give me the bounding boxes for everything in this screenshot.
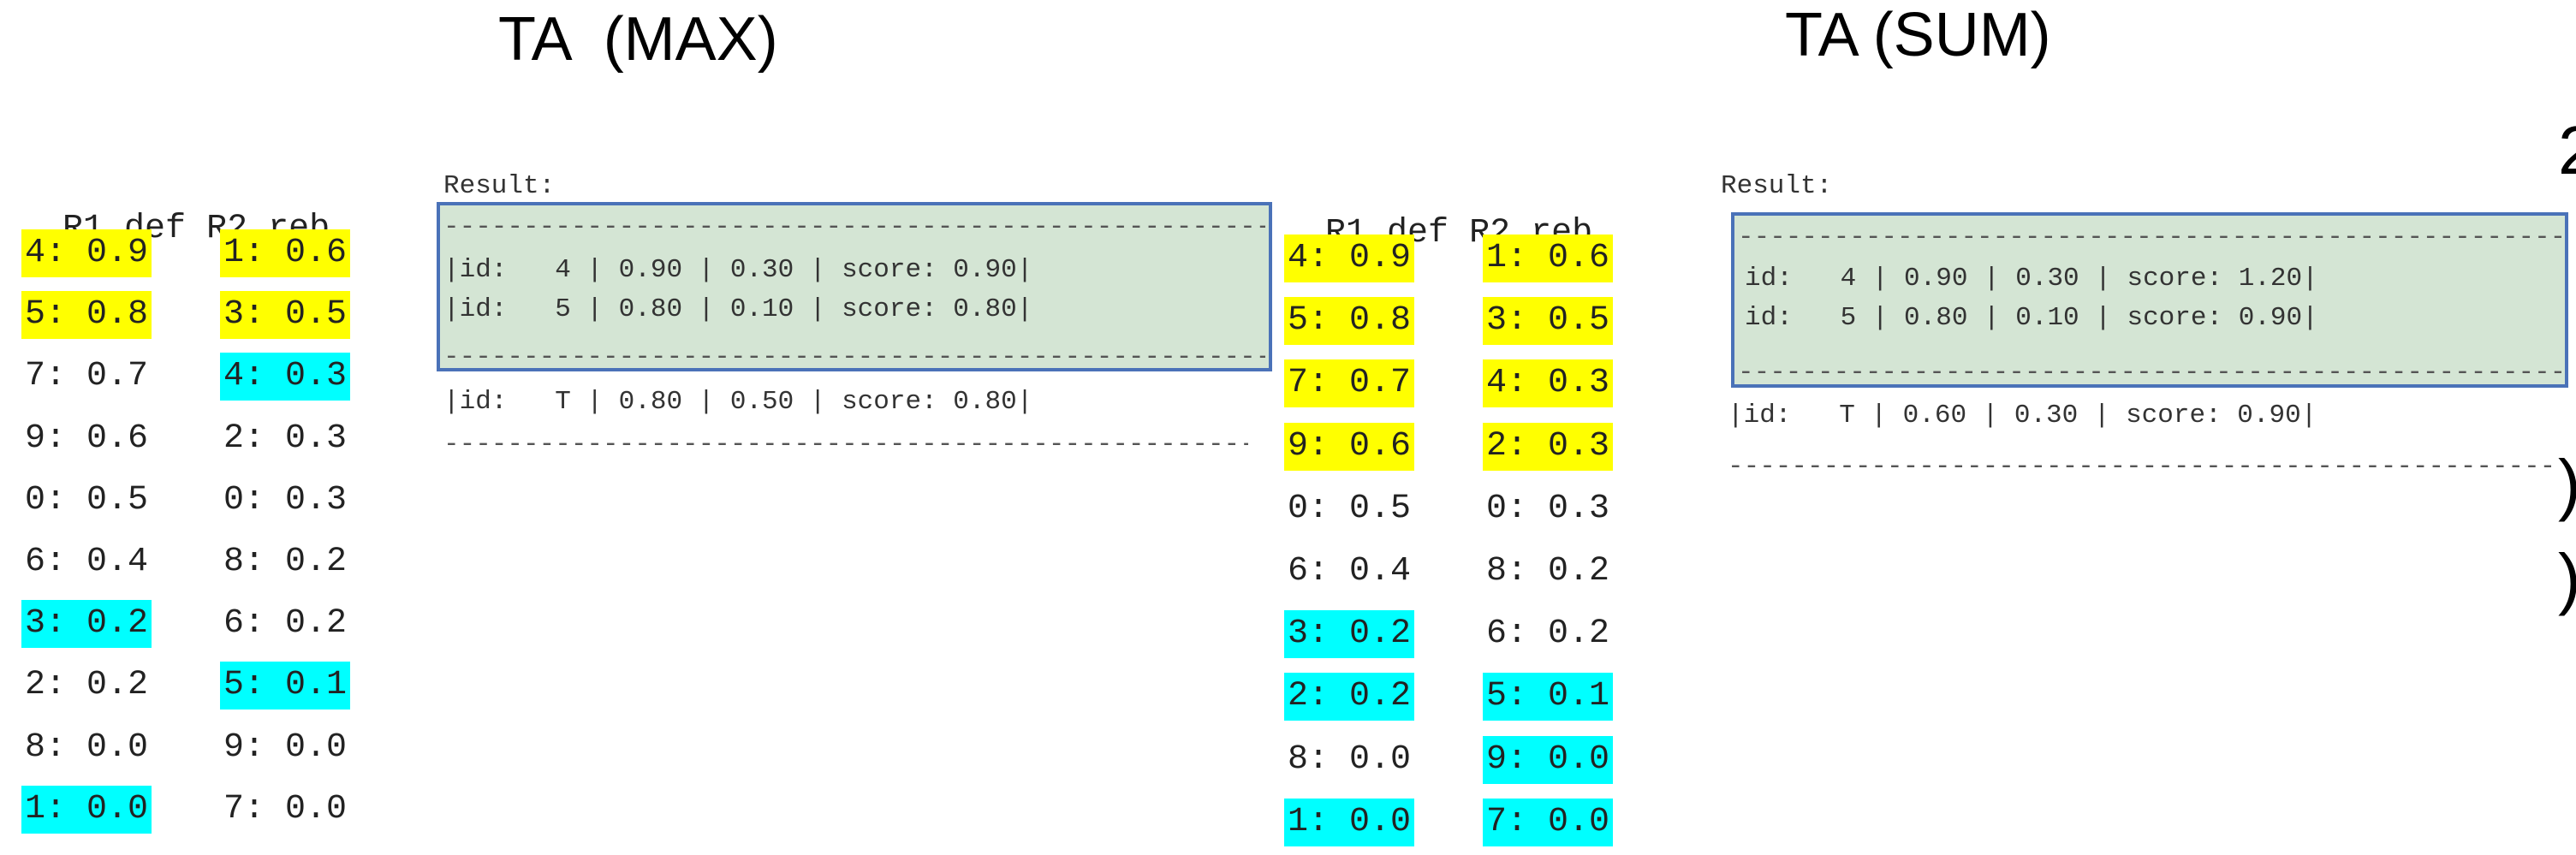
- max-divider-bottom: ----------------------------------------…: [443, 430, 1248, 460]
- r2-reb-entry: 2: 0.3: [1483, 422, 1614, 471]
- r1-def-entry: 6: 0.4: [25, 543, 149, 581]
- r2-reb-entry: 9: 0.0: [1483, 735, 1614, 784]
- r1-def-entry: 3: 0.2: [1284, 610, 1415, 659]
- sum-divider-mid: ----------------------------------------…: [1738, 358, 2561, 388]
- list-row: 8: 0.0 9: 0.0: [25, 724, 402, 772]
- edge-mark: 2: [2558, 111, 2576, 190]
- r1-def-entry: 3: 0.2: [21, 600, 152, 649]
- max-result-label: Result:: [443, 171, 556, 201]
- list-row: 3: 0.2 6: 0.2: [1284, 610, 1664, 659]
- r1-def-entry: 7: 0.7: [25, 357, 149, 396]
- list-row: 7: 0.7 4: 0.3: [1284, 359, 1664, 408]
- r2-reb-entry: 1: 0.6: [220, 229, 351, 277]
- r1-def-entry: 4: 0.9: [1284, 235, 1415, 282]
- list-row: 4: 0.9 1: 0.6: [21, 229, 402, 277]
- r1-def-entry: 0: 0.5: [25, 480, 149, 520]
- list-row: 6: 0.4 8: 0.2: [25, 538, 402, 586]
- r2-reb-entry: 5: 0.1: [1483, 673, 1614, 721]
- max-result-box: [437, 202, 1272, 371]
- r1-def-entry: 4: 0.9: [21, 229, 152, 277]
- max-result-row: |id: 5 | 0.80 | 0.10 | score: 0.80|: [443, 294, 1033, 324]
- r2-reb-entry: 0: 0.3: [1486, 489, 1610, 528]
- sum-divider-top: ----------------------------------------…: [1738, 223, 2561, 252]
- r2-reb-entry: 5: 0.1: [220, 662, 351, 710]
- r2-reb-entry: 6: 0.2: [223, 604, 348, 644]
- sum-result-row: id: 4 | 0.90 | 0.30 | score: 1.20|: [1745, 264, 2318, 294]
- list-row: 0: 0.5 0: 0.3: [1288, 485, 1664, 533]
- list-row: 9: 0.6 2: 0.3: [1284, 422, 1664, 471]
- r2-reb-entry: 8: 0.2: [223, 543, 348, 581]
- r1-def-entry: 1: 0.0: [1284, 798, 1415, 846]
- r2-reb-entry: 4: 0.3: [220, 353, 351, 401]
- r1-def-entry: 8: 0.0: [1288, 739, 1412, 779]
- r2-reb-entry: 1: 0.6: [1483, 235, 1614, 282]
- r1-def-entry: 2: 0.2: [1284, 673, 1415, 721]
- r2-reb-entry: 7: 0.0: [223, 789, 348, 828]
- list-row: 2: 0.2 5: 0.1: [1284, 673, 1664, 721]
- list-row: 5: 0.8 3: 0.5: [21, 291, 402, 340]
- list-row: 5: 0.8 3: 0.5: [1284, 297, 1664, 346]
- r2-reb-entry: 9: 0.0: [223, 727, 348, 767]
- list-row: 0: 0.5 0: 0.3: [25, 477, 402, 525]
- edge-mark: ): [2558, 539, 2576, 618]
- r1-def-entry: 5: 0.8: [21, 291, 152, 340]
- r1-def-entry: 9: 0.6: [25, 419, 149, 458]
- r1-def-entry: 9: 0.6: [1284, 422, 1415, 471]
- r2-reb-entry: 4: 0.3: [1483, 359, 1614, 408]
- r2-reb-entry: 2: 0.3: [223, 419, 348, 458]
- title-ta-max: TA (MAX): [498, 5, 778, 74]
- list-row: 1: 0.0 7: 0.0: [1284, 798, 1664, 846]
- r1-def-entry: 0: 0.5: [1288, 489, 1412, 528]
- r1-def-entry: 1: 0.0: [21, 785, 152, 834]
- list-row: 4: 0.9 1: 0.6: [1284, 235, 1664, 282]
- max-divider-mid: ----------------------------------------…: [443, 342, 1265, 372]
- max-divider-top: ----------------------------------------…: [443, 212, 1265, 242]
- r1-def-entry: 5: 0.8: [1284, 297, 1415, 346]
- list-row: 9: 0.6 2: 0.3: [25, 415, 402, 463]
- title-ta-sum: TA (SUM): [1785, 1, 2051, 69]
- sum-result-box: [1731, 212, 2568, 388]
- edge-mark: ): [2558, 445, 2576, 524]
- r2-reb-entry: 6: 0.2: [1486, 615, 1610, 654]
- r2-reb-entry: 8: 0.2: [1486, 552, 1610, 591]
- list-row: 2: 0.2 5: 0.1: [25, 662, 402, 710]
- sum-threshold-row: |id: T | 0.60 | 0.30 | score: 0.90|: [1728, 401, 2317, 430]
- r1-def-entry: 7: 0.7: [1284, 359, 1415, 408]
- list-row: 3: 0.2 6: 0.2: [21, 600, 402, 649]
- r2-reb-entry: 7: 0.0: [1483, 798, 1614, 846]
- list-row: 8: 0.0 9: 0.0: [1288, 735, 1664, 784]
- list-row: 6: 0.4 8: 0.2: [1288, 548, 1664, 596]
- r1-def-entry: 8: 0.0: [25, 727, 149, 767]
- max-result-row: |id: 4 | 0.90 | 0.30 | score: 0.90|: [443, 255, 1033, 285]
- r2-reb-entry: 0: 0.3: [223, 480, 348, 520]
- max-threshold-row: |id: T | 0.80 | 0.50 | score: 0.80|: [443, 387, 1033, 417]
- r1-def-entry: 2: 0.2: [25, 666, 149, 705]
- r2-reb-entry: 3: 0.5: [1483, 297, 1614, 346]
- sum-divider-bottom: ----------------------------------------…: [1728, 452, 2551, 482]
- list-row: 7: 0.7 4: 0.3: [25, 353, 402, 401]
- r1-def-entry: 6: 0.4: [1288, 552, 1412, 591]
- sum-result-label: Result:: [1721, 171, 1833, 201]
- list-row: 1: 0.0 7: 0.0: [21, 785, 402, 834]
- r2-reb-entry: 3: 0.5: [220, 291, 351, 340]
- sum-result-row: id: 5 | 0.80 | 0.10 | score: 0.90|: [1745, 303, 2318, 333]
